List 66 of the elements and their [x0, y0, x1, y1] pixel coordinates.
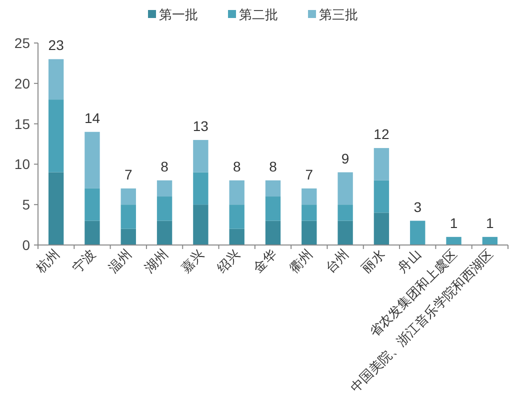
- x-tick-label: 杭州: [32, 246, 62, 276]
- bar: [302, 220, 317, 245]
- x-tick-label: 湖州: [142, 246, 171, 276]
- x-tick-label: 宁波: [69, 246, 98, 276]
- bar: [193, 140, 208, 172]
- total-label: 3: [414, 198, 422, 215]
- bar: [48, 172, 64, 245]
- y-tick-label: 10: [14, 156, 30, 172]
- bar: [48, 59, 64, 100]
- y-tick-label: 15: [14, 116, 30, 132]
- total-label: 12: [374, 126, 390, 142]
- bar: [338, 172, 353, 205]
- y-tick-label: 25: [14, 35, 30, 51]
- bar: [410, 220, 426, 245]
- x-tick-label: 舟山: [394, 246, 424, 276]
- total-label: 23: [48, 37, 64, 54]
- x-tick-label: 金华: [250, 246, 280, 276]
- x-tick-label: 嘉兴: [178, 246, 207, 276]
- bar: [265, 196, 281, 221]
- total-label: 1: [486, 214, 494, 231]
- y-tick-label: 0: [22, 237, 30, 253]
- bar: [482, 236, 498, 245]
- bar: [48, 100, 64, 172]
- total-label: 7: [124, 166, 132, 182]
- legend-label: 第三批: [319, 7, 358, 22]
- bar: [120, 204, 136, 229]
- bar: [193, 204, 208, 245]
- bar: [374, 180, 390, 213]
- total-label: 8: [232, 158, 241, 174]
- legend-label: 第二批: [239, 7, 278, 22]
- x-tick-label: 衢州: [286, 246, 316, 276]
- bar: [374, 148, 390, 180]
- total-label: 8: [160, 158, 169, 174]
- bar: [338, 204, 353, 221]
- bar: [156, 220, 172, 245]
- total-label: 13: [192, 118, 209, 134]
- total-label: 14: [84, 110, 100, 126]
- y-tick-label: 5: [22, 196, 30, 213]
- bar: [265, 180, 281, 197]
- bar: [84, 188, 100, 221]
- x-tick-label: 台州: [322, 246, 352, 276]
- bar: [156, 180, 172, 197]
- bar: [374, 212, 390, 245]
- bar: [84, 132, 100, 188]
- bar: [302, 204, 317, 221]
- total-label: 7: [305, 166, 314, 182]
- x-tick-label: 绍兴: [214, 246, 243, 276]
- bar: [338, 220, 353, 245]
- bar: [120, 228, 136, 245]
- bar: [229, 228, 244, 245]
- legend-label: 第一批: [159, 7, 198, 22]
- x-tick-label: 丽水: [358, 246, 388, 276]
- bar: [156, 196, 172, 221]
- bar: [229, 204, 244, 229]
- bar: [302, 188, 317, 205]
- total-label: 1: [450, 214, 458, 231]
- bar: [446, 236, 462, 245]
- total-label: 9: [341, 150, 350, 166]
- bar: [229, 180, 244, 205]
- y-tick-label: 20: [14, 75, 30, 92]
- x-tick-label: 温州: [106, 246, 135, 276]
- total-label: 8: [269, 158, 278, 174]
- bar: [193, 172, 208, 205]
- bar: [120, 188, 136, 205]
- bar: [84, 220, 100, 245]
- bar: [265, 220, 281, 245]
